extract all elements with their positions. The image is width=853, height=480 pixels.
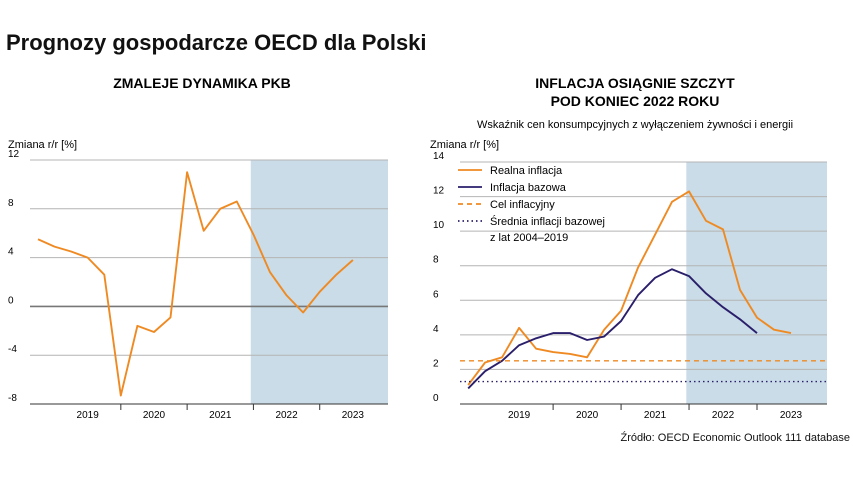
source-note: Źródło: OECD Economic Outlook 111 databa… xyxy=(620,432,851,444)
legend-label-0: Realna inflacja xyxy=(490,165,563,177)
gdp-x-tick-label: 2020 xyxy=(143,410,166,421)
gdp-series-0-line xyxy=(37,171,354,397)
inflation-x-tick-label: 2020 xyxy=(576,410,599,421)
inflation-y-tick-label: 8 xyxy=(433,255,439,266)
inflation-y-tick-label: 0 xyxy=(433,393,439,404)
inflation-y-axis-label: Zmiana r/r [%] xyxy=(430,139,499,151)
legend-label-3: Średnia inflacji bazowej xyxy=(490,215,605,228)
gdp-y-axis-label: Zmiana r/r [%] xyxy=(8,139,77,151)
inflation-y-tick-label: 4 xyxy=(433,324,439,335)
inflation-x-tick-label: 2023 xyxy=(780,410,803,421)
inflation-chart-subtitle: Wskaźnik cen konsumpcyjnych z wyłączenie… xyxy=(477,119,793,131)
inflation-series-1-line xyxy=(467,268,758,390)
gdp-y-tick-label: -8 xyxy=(8,393,17,404)
gdp-x-tick-label: 2023 xyxy=(342,410,365,421)
gdp-x-tick-label: 2021 xyxy=(209,410,232,421)
inflation-x-tick-label: 2021 xyxy=(644,410,667,421)
gdp-chart: 12 8 4 0 -4 -8 2019 2020 2021 2022 2023 xyxy=(8,149,388,421)
gdp-y-tick-label: 4 xyxy=(8,247,14,258)
inflation-y-tick-label: 2 xyxy=(433,358,439,369)
legend-label-2: Cel inflacyjny xyxy=(490,199,555,211)
inflation-x-tick-label: 2019 xyxy=(508,410,531,421)
legend-label-1: Inflacja bazowa xyxy=(490,182,567,194)
inflation-series-0-line xyxy=(467,190,792,386)
inflation-chart-title-line2: POD KONIEC 2022 ROKU xyxy=(551,93,720,109)
gdp-y-tick-label: 0 xyxy=(8,295,14,306)
inflation-y-tick-label: 6 xyxy=(433,289,439,300)
inflation-forecast-band xyxy=(686,162,827,404)
gdp-x-tick-label: 2022 xyxy=(275,410,298,421)
inflation-y-tick-label: 14 xyxy=(433,151,445,162)
page-title: Prognozy gospodarcze OECD dla Polski xyxy=(6,30,427,55)
legend-label-3: z lat 2004–2019 xyxy=(490,232,568,244)
gdp-chart-title: ZMALEJE DYNAMIKA PKB xyxy=(113,75,291,91)
gdp-x-tick-label: 2019 xyxy=(77,410,100,421)
inflation-chart-title-line1: INFLACJA OSIĄGNIE SZCZYT xyxy=(535,75,735,91)
gdp-y-tick-label: 8 xyxy=(8,198,14,209)
inflation-y-tick-label: 12 xyxy=(433,186,445,197)
inflation-y-tick-label: 10 xyxy=(433,220,445,231)
inflation-legend: Realna inflacja Inflacja bazowa Cel inflac… xyxy=(458,165,605,244)
inflation-x-tick-label: 2022 xyxy=(712,410,735,421)
gdp-y-tick-label: -4 xyxy=(8,344,17,355)
gdp-forecast-band xyxy=(250,160,388,404)
gdp-y-tick-label: 12 xyxy=(8,149,20,160)
inflation-chart: 14 12 10 8 6 4 2 0 2019 2020 2021 2022 2023 Realna in… xyxy=(433,151,827,421)
